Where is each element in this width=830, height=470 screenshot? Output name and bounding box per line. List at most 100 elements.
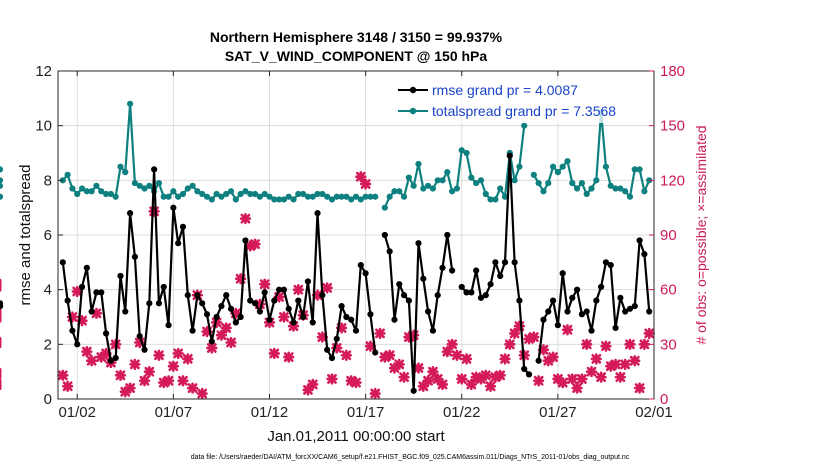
- rmse-point: [271, 297, 278, 304]
- rmse-point: [367, 311, 374, 318]
- obs-assimilated-marker: [508, 327, 521, 340]
- obs-assimilated-marker: [384, 349, 396, 361]
- totalspread-point: [449, 188, 456, 195]
- rmse-point: [64, 297, 71, 304]
- totalspread-point: [497, 185, 504, 192]
- totalspread-point: [439, 177, 446, 184]
- obs-assimilated-marker: [225, 336, 237, 349]
- totalspread-point: [170, 188, 177, 195]
- totalspread-point: [473, 179, 480, 187]
- rmse-point: [223, 292, 230, 299]
- obs-assimilated-marker: [465, 378, 477, 391]
- totalspread-point: [588, 185, 595, 192]
- totalspread-point: [372, 193, 379, 200]
- rmse-point: [290, 319, 297, 326]
- rmse-point: [199, 300, 206, 307]
- totalspread-point: [626, 193, 634, 200]
- totalspread-point: [117, 163, 124, 170]
- rmse-point: [458, 283, 465, 291]
- totalspread-point: [444, 169, 451, 176]
- totalspread-point: [410, 182, 417, 189]
- obs-assimilated-marker: [369, 387, 381, 400]
- rmse-point: [477, 294, 485, 301]
- rmse-point: [88, 308, 95, 315]
- totalspread-point: [237, 190, 244, 198]
- totalspread-point: [247, 190, 254, 198]
- obs-assimilated-marker: [629, 355, 641, 367]
- totalspread-point: [280, 196, 288, 203]
- obs-assimilated-marker: [581, 338, 593, 350]
- axis-ticks: 01/02 01/07 01/12 01/17 01/22 01/27 02/0102468…: [35, 63, 685, 421]
- totalspread-point: [530, 171, 537, 178]
- totalspread-point: [348, 196, 355, 203]
- rmse-point: [131, 253, 139, 260]
- obs-assimilated-marker: [206, 342, 218, 354]
- rmse-point: [559, 270, 566, 277]
- rmse-point: [545, 308, 552, 315]
- rmse-point: [487, 281, 494, 288]
- rmse-point: [622, 308, 629, 315]
- totalspread-point: [136, 182, 143, 189]
- totalspread-point: [545, 179, 552, 187]
- totalspread-point: [319, 190, 326, 198]
- y2-tick-label: 150: [660, 118, 685, 135]
- obs-assimilated-marker: [71, 285, 83, 298]
- totalspread-point: [434, 177, 441, 184]
- totalspread-point: [199, 190, 206, 198]
- totalspread-point: [300, 190, 307, 198]
- obs-assimilated-marker: [638, 338, 651, 350]
- totalspread-point: [573, 185, 581, 192]
- rmse-point: [631, 302, 638, 310]
- totalspread-point: [549, 163, 557, 170]
- legend: rmse grand pr = 4.0087 totalspread grand…: [394, 79, 650, 123]
- rmse-point: [569, 294, 576, 301]
- rmse-point: [300, 313, 307, 321]
- rmse-point: [136, 333, 143, 340]
- rmse-point: [348, 316, 355, 323]
- obs-assimilated-marker: [57, 369, 69, 381]
- obs-assimilated-marker: [278, 311, 290, 323]
- rmse-point: [117, 272, 124, 280]
- rmse-point: [261, 289, 268, 296]
- rmse-point: [275, 286, 283, 293]
- y-tick-label: 10: [35, 118, 52, 135]
- rmse-point: [102, 330, 110, 337]
- rmse-point: [482, 292, 489, 299]
- obs-assimilated-marker: [167, 360, 179, 372]
- totalspread-point: [189, 182, 196, 189]
- x-tick-label: 01/27: [539, 404, 577, 421]
- x-tick-label: 01/22: [443, 404, 481, 421]
- obs-assimilated-marker: [182, 353, 194, 365]
- rmse-point: [78, 283, 86, 291]
- rmse-point: [333, 335, 340, 342]
- rmse-point: [617, 294, 624, 301]
- totalspread-point: [98, 188, 105, 195]
- totalspread-point: [357, 196, 364, 203]
- rmse-point: [165, 322, 172, 329]
- obs-assimilated-marker: [307, 378, 319, 391]
- obs-assimilated-marker: [393, 358, 405, 370]
- rmse-point: [98, 289, 105, 296]
- totalspread-point: [521, 122, 528, 129]
- totalspread-point: [251, 190, 259, 198]
- totalspread-point: [295, 190, 302, 198]
- obs-assimilated-marker: [619, 358, 631, 370]
- rmse-point: [242, 237, 249, 244]
- totalspread-point: [93, 182, 100, 189]
- obs-assimilated-marker: [292, 284, 304, 296]
- totalspread-point: [69, 185, 76, 192]
- rmse-point: [420, 275, 427, 282]
- rmse-point: [554, 322, 561, 329]
- obs-assimilated-marker: [220, 322, 232, 334]
- rmse-point: [227, 305, 235, 312]
- rmse-point: [598, 283, 605, 291]
- rmse-point: [304, 278, 312, 285]
- obs-assimilated-marker: [81, 346, 93, 358]
- rmse-point: [535, 357, 542, 364]
- totalspread-point: [165, 193, 172, 200]
- rmse-point: [521, 365, 528, 373]
- totalspread-point: [617, 185, 624, 192]
- rmse-point: [141, 346, 148, 353]
- plot-marks: [0, 100, 655, 400]
- legend-label-totalspread: totalspread grand pr = 7.3568: [432, 103, 616, 119]
